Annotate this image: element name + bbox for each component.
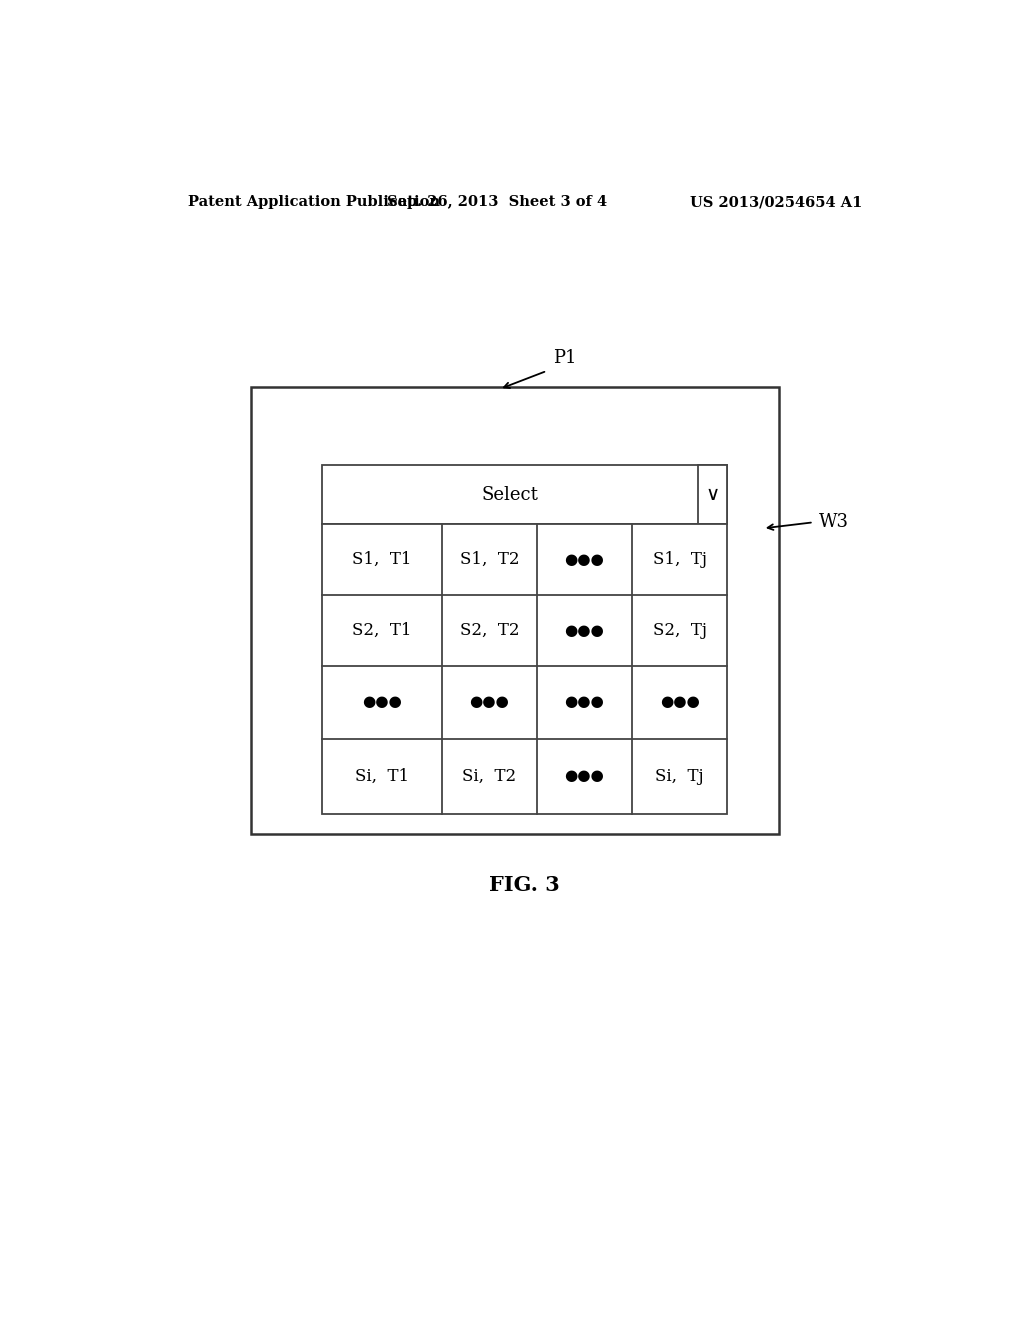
Text: Select: Select [482, 486, 539, 504]
Bar [323, 524, 727, 814]
Text: ●●●: ●●● [470, 696, 509, 709]
Text: S2,  T1: S2, T1 [352, 622, 412, 639]
Text: S1,  T1: S1, T1 [352, 552, 412, 569]
Text: S1,  T2: S1, T2 [460, 552, 519, 569]
Text: Sep. 26, 2013  Sheet 3 of 4: Sep. 26, 2013 Sheet 3 of 4 [387, 195, 607, 209]
Text: ●●●: ●●● [564, 696, 604, 709]
Text: ●●●: ●●● [659, 696, 699, 709]
Text: W3: W3 [818, 513, 849, 531]
Text: ●●●: ●●● [362, 696, 402, 709]
Text: S2,  T2: S2, T2 [460, 622, 519, 639]
Text: Si,  T1: Si, T1 [355, 768, 410, 785]
Text: ●●●: ●●● [564, 770, 604, 783]
Text: US 2013/0254654 A1: US 2013/0254654 A1 [690, 195, 862, 209]
Text: Si,  T2: Si, T2 [462, 768, 516, 785]
Text: ●●●: ●●● [564, 553, 604, 566]
Text: Patent Application Publication: Patent Application Publication [187, 195, 439, 209]
Text: FIG. 3: FIG. 3 [489, 875, 560, 895]
Text: ●●●: ●●● [564, 624, 604, 638]
Text: S1,  Tj: S1, Tj [652, 552, 707, 569]
Bar [251, 387, 778, 834]
Text: P1: P1 [553, 348, 577, 367]
Text: ∨: ∨ [706, 486, 720, 504]
Text: Si,  Tj: Si, Tj [655, 768, 703, 785]
Bar [698, 466, 727, 524]
Text: S2,  Tj: S2, Tj [652, 622, 707, 639]
Bar [323, 466, 727, 524]
